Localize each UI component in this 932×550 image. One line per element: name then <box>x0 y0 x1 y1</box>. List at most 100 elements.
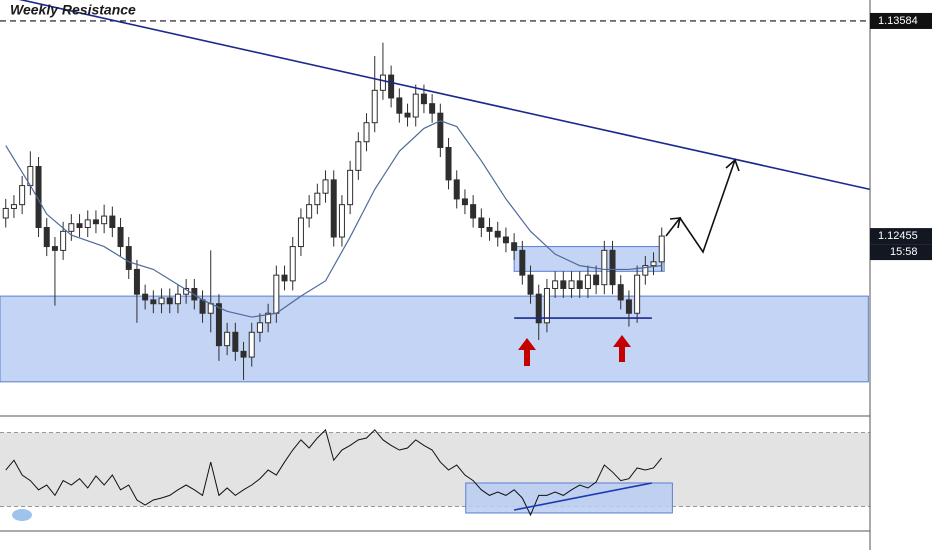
candle-body <box>527 274 534 295</box>
candle-body <box>445 146 452 181</box>
candle-body <box>502 236 509 244</box>
projection-arrowhead <box>669 217 681 229</box>
candle-body <box>166 297 173 305</box>
candle-body <box>256 322 263 333</box>
candle-body <box>609 249 616 286</box>
level-label-box <box>870 12 932 29</box>
chart-title: Weekly Resistance <box>10 2 136 18</box>
candle-body <box>35 166 42 229</box>
candle-body <box>355 141 362 171</box>
candle-body <box>650 261 657 267</box>
candle-body <box>84 219 91 229</box>
arrow-marker <box>518 338 536 366</box>
zone <box>0 295 869 383</box>
candle-body <box>429 103 436 114</box>
candle-body <box>634 274 641 314</box>
candle-body <box>150 299 157 305</box>
candle-body <box>420 93 427 105</box>
candle-body <box>240 350 247 358</box>
candle-body <box>511 242 518 251</box>
candle-body <box>338 204 345 238</box>
candle-body <box>10 204 17 209</box>
candle-body <box>101 215 108 225</box>
rsi-band <box>0 432 870 507</box>
candle-body <box>519 249 526 276</box>
candle-body <box>535 293 542 324</box>
candle-body <box>404 112 411 118</box>
candle-body <box>306 204 313 219</box>
logo <box>12 509 32 521</box>
candle-body <box>215 303 222 347</box>
candle-body <box>363 122 370 143</box>
trend-line <box>18 0 871 191</box>
candle-body <box>576 280 583 289</box>
candle-body <box>265 312 272 324</box>
candle-body <box>584 274 591 289</box>
candle-body <box>494 230 501 238</box>
candle-body <box>388 74 395 99</box>
candle-body <box>76 223 83 229</box>
candle-body <box>347 169 354 206</box>
candle-body <box>470 204 477 219</box>
plot-layer <box>0 0 871 517</box>
candle-body <box>552 280 559 289</box>
candle-body <box>568 280 575 289</box>
candle-body <box>2 207 9 219</box>
projection-path <box>665 159 736 254</box>
candle-body <box>453 179 460 200</box>
candle-body <box>642 265 649 276</box>
candle-body <box>19 185 26 206</box>
candle-body <box>601 249 608 286</box>
candle-body <box>412 93 419 118</box>
candle-body <box>437 112 444 148</box>
candle-body <box>51 246 58 251</box>
candle-body <box>125 246 132 270</box>
candle-body <box>109 215 116 229</box>
trend-line <box>513 482 653 511</box>
countdown-box <box>870 244 932 261</box>
candle-body <box>617 284 624 301</box>
candle-body <box>371 89 378 124</box>
candle-body <box>60 230 67 251</box>
zone <box>465 482 673 514</box>
rsi-line <box>5 428 663 517</box>
candle-body <box>174 293 181 305</box>
candle-body <box>297 217 304 248</box>
countdown: 15:58 <box>890 246 918 258</box>
arrow-marker <box>613 335 631 362</box>
last-price: 1.12455 <box>878 230 918 242</box>
candle-body <box>92 219 99 225</box>
candle-body <box>273 274 280 314</box>
candle-body <box>158 297 165 305</box>
candle-body <box>281 274 288 282</box>
candle-body <box>478 217 485 229</box>
candle-body <box>224 331 231 347</box>
projection-arrowhead <box>725 158 740 172</box>
candle-body <box>232 331 239 352</box>
price-label-box <box>870 228 932 245</box>
candle-body <box>199 299 206 314</box>
candle-body <box>461 198 468 206</box>
candle-body <box>142 293 149 301</box>
candle-body <box>396 97 403 114</box>
candle-body <box>593 274 600 286</box>
candle-body <box>314 192 321 206</box>
candle-body <box>248 331 255 358</box>
candle-body <box>379 74 386 91</box>
candle-body <box>68 223 75 232</box>
candle-body <box>117 227 124 248</box>
candle-body <box>543 287 550 324</box>
candle-body <box>658 235 665 263</box>
candle-body <box>330 179 337 238</box>
moving-average <box>5 120 662 318</box>
candle-body <box>322 179 329 194</box>
candle-body <box>43 227 50 248</box>
candle-body <box>133 268 140 295</box>
candle-body <box>560 280 567 289</box>
candle-body <box>289 246 296 282</box>
level-label: 1.13584 <box>878 15 918 27</box>
candle-body <box>486 227 493 232</box>
